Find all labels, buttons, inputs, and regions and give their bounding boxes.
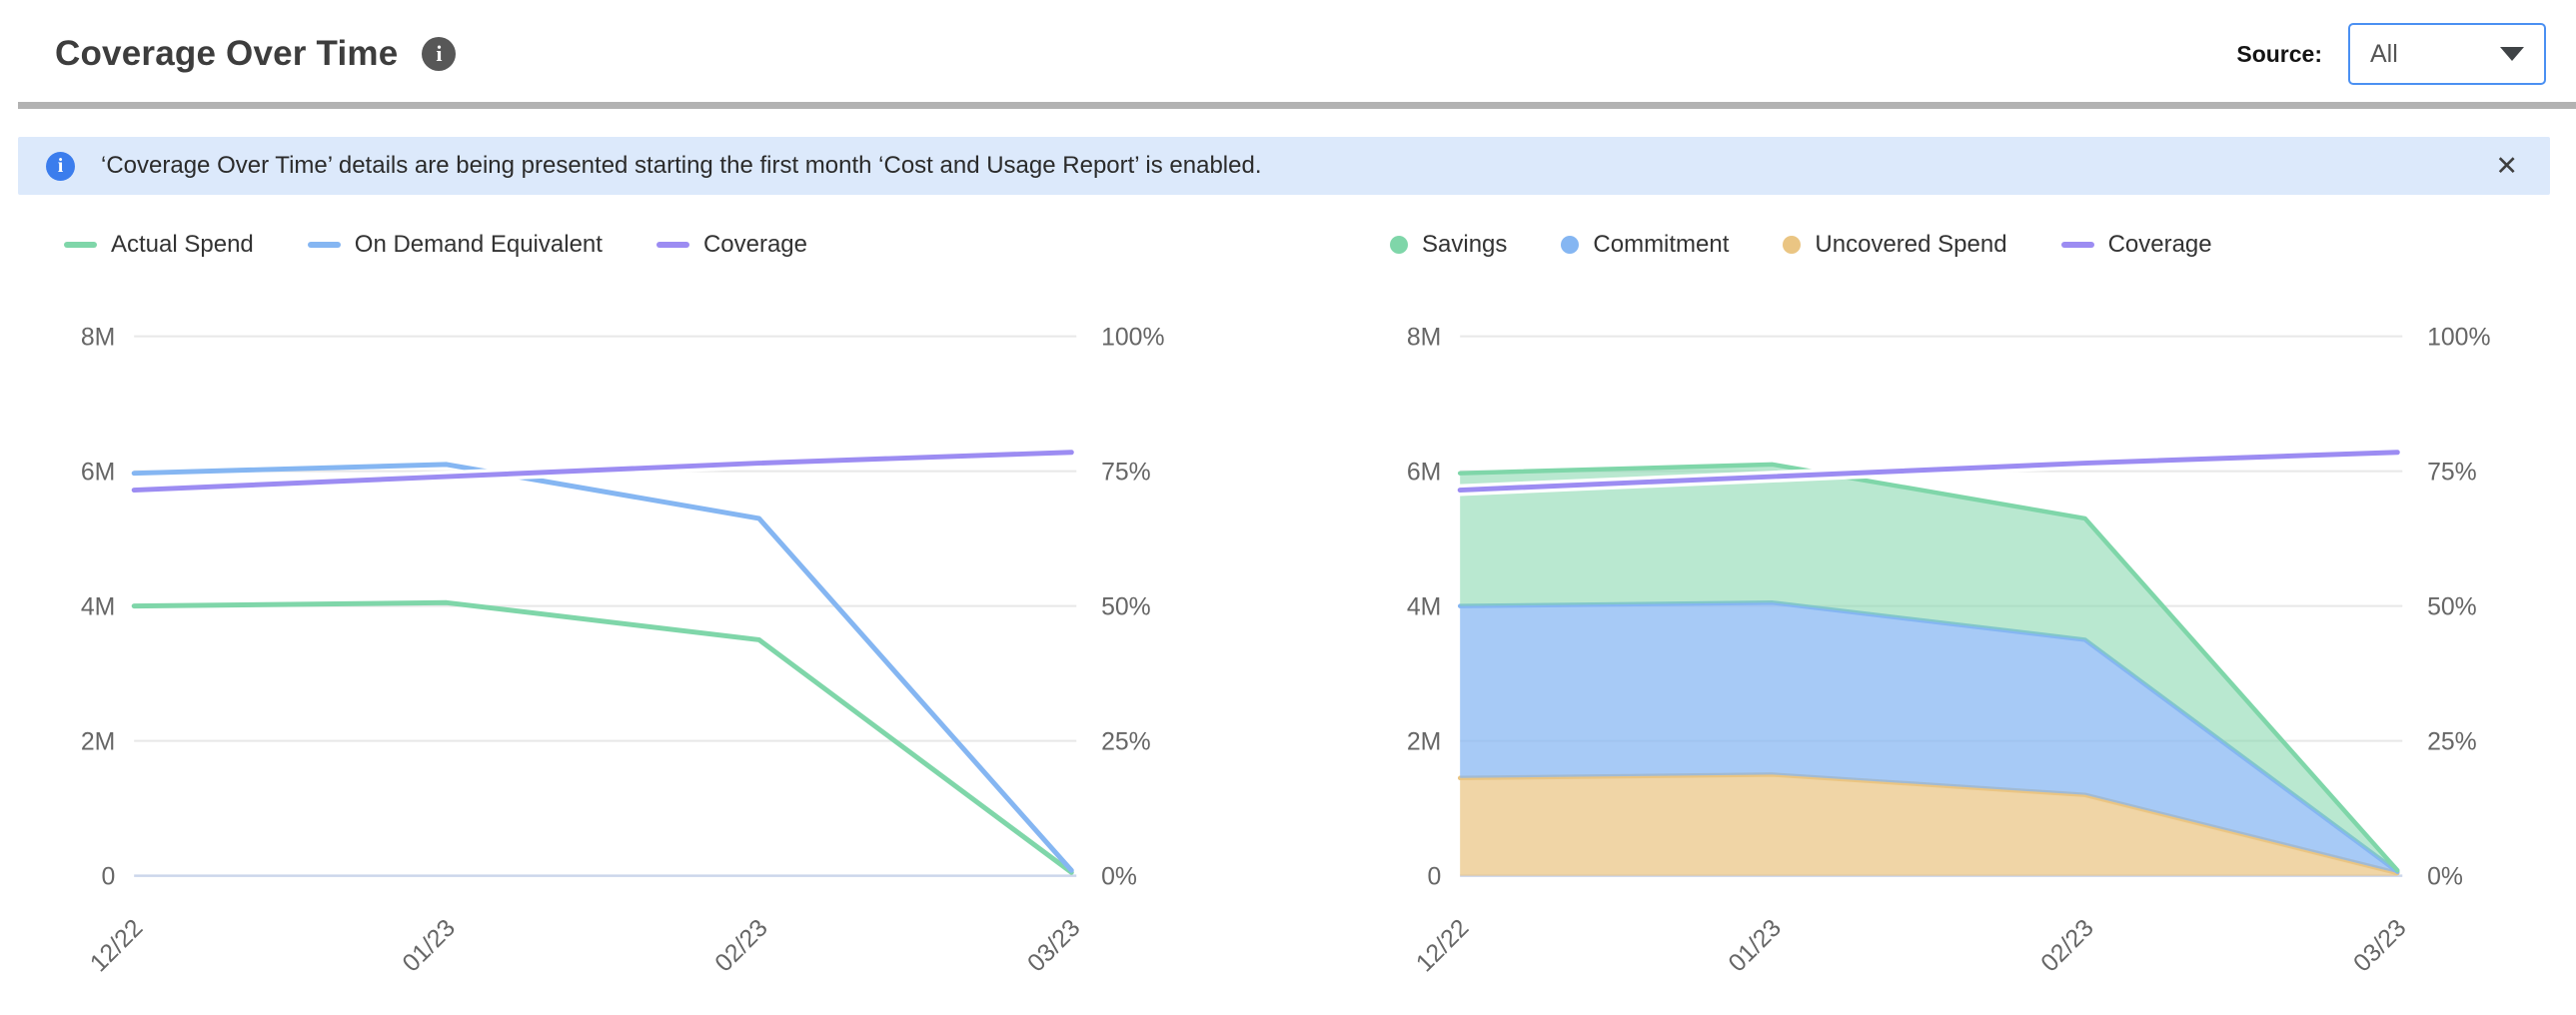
source-label: Source:	[2236, 41, 2322, 68]
coverage-over-time-panel: Coverage Over Time i Source: All i ‘Cove…	[0, 0, 2576, 981]
y-axis-label-left: 2M	[1407, 729, 1441, 756]
legend-label: Uncovered Spend	[1815, 231, 2006, 259]
legend-label: Coverage	[2108, 231, 2212, 259]
y-axis-label-right: 75%	[2427, 460, 2477, 487]
line-chart-legend: Actual Spend On Demand Equivalent Coverage	[20, 227, 1250, 263]
legend-swatch-savings	[1390, 236, 1408, 254]
area-chart-plot[interactable]: 0 0% 2M 25% 4M 50% 6M 75% 8M 100% 12/22 01/23 02/23 0…	[1346, 287, 2576, 981]
y-axis-label-left: 6M	[81, 460, 115, 487]
legend-item-coverage[interactable]: Coverage	[656, 231, 807, 259]
charts-row: Actual Spend On Demand Equivalent Coverage…	[0, 227, 2576, 981]
info-banner: i ‘Coverage Over Time’ details are being…	[18, 137, 2550, 195]
header-divider	[18, 102, 2576, 109]
legend-item-coverage[interactable]: Coverage	[2061, 231, 2212, 259]
panel-header: Coverage Over Time i Source: All	[0, 0, 2576, 102]
x-axis-label: 01/23	[398, 914, 461, 977]
y-axis-label-right: 75%	[1101, 460, 1151, 487]
legend-item-savings[interactable]: Savings	[1390, 231, 1507, 259]
legend-label: Commitment	[1593, 231, 1729, 259]
y-axis-label-left: 2M	[81, 729, 115, 756]
series-actual-spend[interactable]	[134, 602, 1071, 872]
chevron-down-icon	[2500, 47, 2524, 61]
y-axis-label-left: 4M	[81, 594, 115, 621]
legend-item-commitment[interactable]: Commitment	[1561, 231, 1729, 259]
y-axis-label-right: 25%	[2427, 729, 2477, 756]
spend-line-chart: Actual Spend On Demand Equivalent Coverage…	[20, 227, 1250, 981]
y-axis-label-right: 100%	[2427, 325, 2490, 352]
x-axis-label: 12/22	[85, 914, 148, 977]
y-axis-label-left: 8M	[81, 325, 115, 352]
x-axis-label: 03/23	[2348, 914, 2411, 977]
legend-item-actual-spend[interactable]: Actual Spend	[64, 231, 254, 259]
info-icon: i	[46, 152, 75, 181]
legend-label: Actual Spend	[111, 231, 254, 259]
page-title: Coverage Over Time	[55, 34, 398, 74]
source-select[interactable]: All	[2348, 23, 2546, 85]
source-select-value: All	[2370, 40, 2398, 69]
y-axis-label-left: 0	[102, 864, 116, 891]
legend-item-uncovered-spend[interactable]: Uncovered Spend	[1783, 231, 2006, 259]
y-axis-label-left: 8M	[1407, 325, 1441, 352]
info-icon[interactable]: i	[422, 37, 456, 71]
line-chart-plot[interactable]: 0 0% 2M 25% 4M 50% 6M 75% 8M 100% 12/22 01/23 02/23 0…	[20, 287, 1250, 981]
legend-swatch-coverage	[656, 242, 689, 248]
legend-item-on-demand-equivalent[interactable]: On Demand Equivalent	[308, 231, 603, 259]
legend-label: Coverage	[703, 231, 807, 259]
y-axis-label-left: 6M	[1407, 460, 1441, 487]
legend-swatch-coverage	[2061, 242, 2094, 248]
banner-message: ‘Coverage Over Time’ details are being p…	[101, 152, 2465, 180]
y-axis-label-right: 0%	[1101, 864, 1137, 891]
x-axis-label: 02/23	[2036, 914, 2099, 977]
area-chart-legend: Savings Commitment Uncovered Spend Coverage	[1346, 227, 2576, 263]
x-axis-label: 12/22	[1411, 914, 1474, 977]
y-axis-label-right: 50%	[2427, 594, 2477, 621]
legend-swatch-commitment	[1561, 236, 1579, 254]
x-axis-label: 01/23	[1724, 914, 1787, 977]
y-axis-label-left: 4M	[1407, 594, 1441, 621]
x-axis-label: 03/23	[1022, 914, 1085, 977]
y-axis-label-right: 0%	[2427, 864, 2463, 891]
y-axis-label-right: 50%	[1101, 594, 1151, 621]
close-icon[interactable]: ✕	[2491, 151, 2522, 182]
y-axis-label-right: 25%	[1101, 729, 1151, 756]
legend-label: On Demand Equivalent	[355, 231, 603, 259]
series-on-demand-equivalent[interactable]	[134, 465, 1071, 870]
y-axis-label-left: 0	[1428, 864, 1442, 891]
coverage-area-chart: Savings Commitment Uncovered Spend Coverage…	[1346, 227, 2576, 981]
legend-swatch-uncovered-spend	[1783, 236, 1801, 254]
x-axis-label: 02/23	[710, 914, 773, 977]
legend-swatch-actual-spend	[64, 242, 97, 248]
legend-swatch-on-demand-equivalent	[308, 242, 341, 248]
legend-label: Savings	[1422, 231, 1507, 259]
y-axis-label-right: 100%	[1101, 325, 1164, 352]
